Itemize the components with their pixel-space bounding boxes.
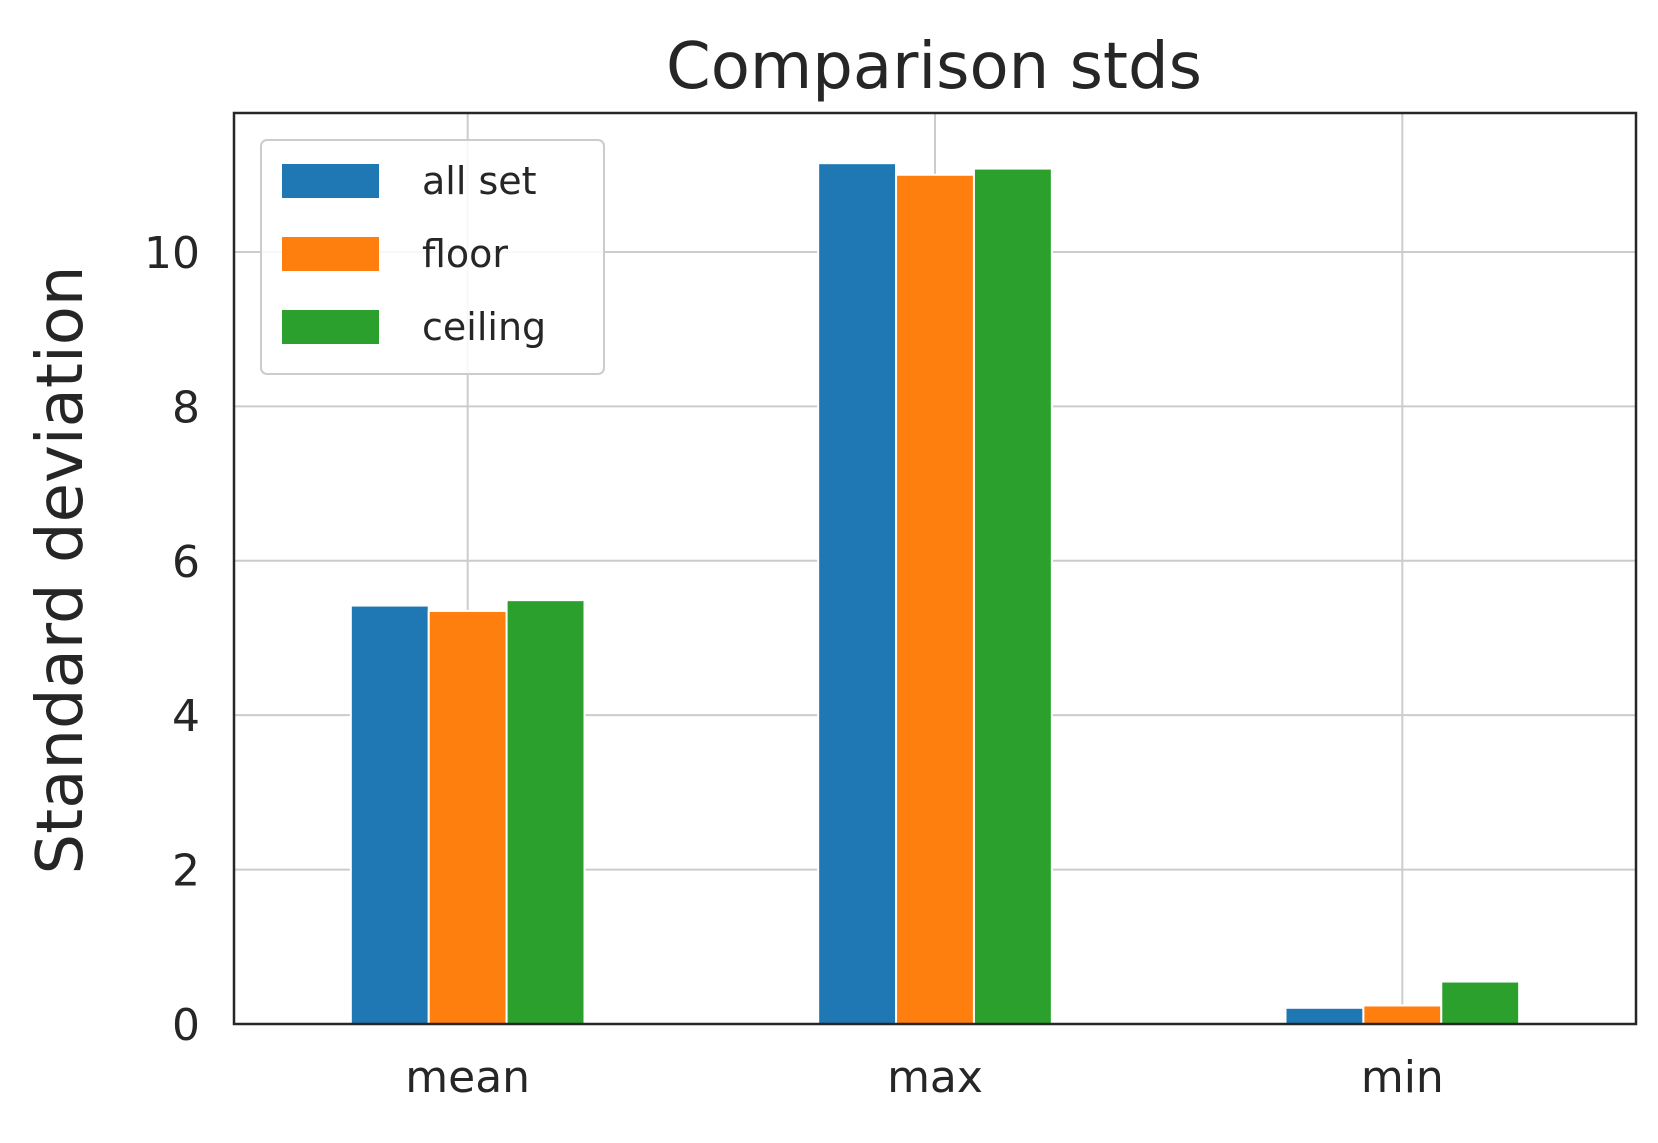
chart-title: Comparison stds bbox=[666, 30, 1202, 104]
legend-label: floor bbox=[422, 232, 508, 276]
bar-all-set-max bbox=[817, 162, 898, 1026]
y-ticks: 0 2 4 6 8 10 bbox=[144, 228, 200, 1051]
y-tick-label: 2 bbox=[172, 846, 200, 897]
x-tick-label: mean bbox=[405, 1052, 530, 1103]
legend-swatch bbox=[282, 310, 379, 344]
y-tick-label: 0 bbox=[172, 1000, 200, 1051]
y-tick-label: 6 bbox=[172, 537, 200, 588]
bar-ceiling-mean bbox=[505, 599, 586, 1025]
plot-frame bbox=[232, 111, 1638, 1026]
y-tick-label: 8 bbox=[172, 382, 200, 433]
legend-label: all set bbox=[422, 159, 537, 203]
bar-ceiling-min bbox=[1440, 980, 1521, 1026]
legend: all set floor ceiling bbox=[260, 139, 605, 375]
x-tick-label: min bbox=[1361, 1052, 1444, 1103]
legend-swatch bbox=[282, 164, 379, 198]
bar-all-set-min bbox=[1284, 1006, 1365, 1026]
x-ticks: mean max min bbox=[405, 1052, 1444, 1103]
x-tick-label: max bbox=[887, 1052, 983, 1103]
bar-ceiling-max bbox=[972, 167, 1053, 1026]
y-tick-label: 10 bbox=[144, 228, 200, 279]
bar-all-set-mean bbox=[349, 604, 430, 1025]
bar-floor-mean bbox=[427, 609, 508, 1025]
bar-floor-min bbox=[1362, 1004, 1443, 1026]
bars bbox=[349, 162, 1521, 1026]
legend-swatch bbox=[282, 237, 379, 271]
y-tick-label: 4 bbox=[172, 691, 200, 742]
y-axis-label: Standard deviation bbox=[24, 266, 98, 875]
bar-floor-max bbox=[895, 173, 975, 1026]
legend-label: ceiling bbox=[422, 305, 546, 349]
